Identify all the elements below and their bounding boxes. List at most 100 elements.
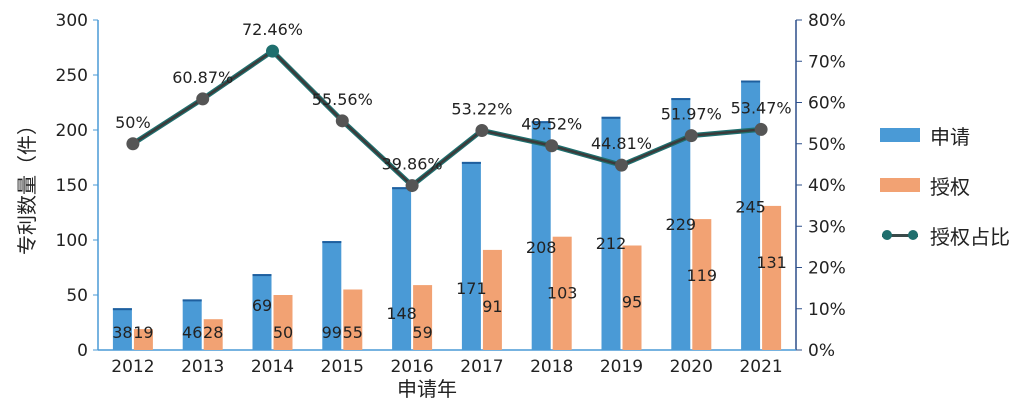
- bar-grants-label: 131: [756, 253, 787, 272]
- bar-applications-cap: [531, 121, 551, 124]
- bar-applications: [741, 80, 761, 350]
- bar-applications: [182, 299, 202, 350]
- bar-grants: [622, 245, 642, 350]
- bar-applications-label: 99: [322, 323, 342, 342]
- bar-applications-label: 229: [666, 215, 697, 234]
- ratio-point-label: 50%: [115, 113, 151, 132]
- bar-grants-label: 50: [273, 323, 293, 342]
- bar-applications-cap: [112, 308, 132, 311]
- bar-applications: [531, 121, 551, 350]
- bar-grants: [413, 285, 433, 350]
- legend-swatch-applications: [880, 128, 920, 142]
- legend-label-grants: 授权: [930, 174, 970, 199]
- x-tick-label: 2013: [181, 357, 224, 377]
- y2-tick-label: 50%: [808, 135, 846, 155]
- ratio-point: [335, 114, 349, 128]
- bar-applications: [601, 116, 621, 350]
- bar-grants: [552, 236, 572, 350]
- x-tick-label: 2015: [321, 357, 364, 377]
- y-tick-label: 0: [77, 341, 88, 361]
- bar-applications-cap: [252, 274, 272, 277]
- bar-applications-label: 171: [456, 279, 487, 298]
- y-tick-label: 200: [56, 121, 88, 141]
- bar-grants: [482, 249, 502, 350]
- bar-applications: [112, 308, 132, 350]
- y-axis-title: 专利数量（件）: [15, 115, 39, 255]
- bar-applications-cap: [322, 241, 342, 244]
- bar-grants: [762, 205, 782, 350]
- bar-applications-label: 38: [112, 323, 132, 342]
- y2-tick-label: 30%: [808, 217, 846, 237]
- y2-tick-label: 60%: [808, 94, 846, 114]
- ratio-point-label: 72.46%: [242, 20, 303, 39]
- ratio-point: [126, 137, 140, 151]
- bar-applications-label: 212: [596, 234, 627, 253]
- bar-applications-label: 148: [386, 304, 417, 323]
- ratio-point-label: 53.47%: [731, 98, 792, 117]
- bar-applications-cap: [741, 80, 761, 83]
- y-tick-label: 50: [66, 286, 88, 306]
- ratio-point-label: 53.22%: [451, 99, 512, 118]
- ratio-point: [545, 139, 559, 153]
- x-tick-label: 2019: [600, 357, 643, 377]
- x-tick-label: 2014: [251, 357, 294, 377]
- bar-applications: [392, 187, 412, 350]
- y-tick-label: 250: [56, 66, 88, 86]
- x-tick-label: 2020: [670, 357, 713, 377]
- ratio-line: [132, 49, 762, 188]
- bar-grants: [273, 295, 293, 350]
- bar-grants: [343, 289, 363, 350]
- legend-item-grants[interactable]: 授权: [880, 170, 970, 200]
- bar-grants-label: 59: [412, 323, 432, 342]
- bar-applications-cap: [461, 161, 481, 164]
- bar-applications-label: 46: [182, 323, 202, 342]
- bar-applications: [252, 274, 272, 350]
- bar-grants: [203, 319, 223, 350]
- x-tick-label: 2021: [739, 357, 782, 377]
- y-tick-label: 300: [56, 11, 88, 31]
- legend-item-grant-ratio[interactable]: 授权占比: [880, 220, 1010, 250]
- x-tick-label: 2012: [111, 357, 154, 377]
- bar-grants-label: 119: [687, 266, 718, 285]
- x-tick-label: 2018: [530, 357, 573, 377]
- legend-item-applications[interactable]: 申请: [880, 120, 970, 150]
- y2-tick-label: 10%: [808, 300, 846, 320]
- ratio-point: [405, 179, 419, 193]
- bar-grants-label: 19: [133, 323, 153, 342]
- x-tick-label: 2016: [390, 357, 433, 377]
- bar-grants-label: 28: [203, 323, 223, 342]
- legend-label-applications: 申请: [930, 124, 970, 149]
- y-tick-label: 150: [56, 176, 88, 196]
- ratio-point-label: 39.86%: [382, 155, 443, 174]
- ratio-point-label: 60.87%: [172, 68, 233, 87]
- y2-tick-label: 80%: [808, 11, 846, 31]
- bar-applications-label: 69: [252, 296, 272, 315]
- bar-applications: [461, 161, 481, 350]
- bar-grants: [692, 219, 712, 350]
- ratio-point: [196, 92, 210, 106]
- y2-tick-label: 70%: [808, 52, 846, 72]
- ratio-point: [615, 158, 628, 172]
- y2-tick-label: 0%: [808, 341, 835, 361]
- bar-grants-label: 95: [622, 293, 642, 312]
- y2-tick-label: 20%: [808, 259, 846, 279]
- legend-swatch-grants: [880, 178, 920, 192]
- ratio-point: [684, 129, 698, 143]
- ratio-point: [754, 122, 768, 136]
- legend-swatch-grant-ratio: [880, 228, 920, 242]
- bar-applications: [322, 241, 342, 350]
- bar-applications-cap: [671, 98, 691, 101]
- y2-tick-label: 40%: [808, 176, 846, 196]
- bar-applications-cap: [182, 299, 202, 302]
- bar-grants-label: 55: [343, 323, 363, 342]
- ratio-point-label: 51.97%: [661, 105, 722, 124]
- bar-applications-cap: [392, 187, 412, 190]
- ratio-point-label: 44.81%: [591, 134, 652, 153]
- ratio-point-label: 55.56%: [312, 90, 373, 109]
- bar-grants: [133, 329, 153, 350]
- x-tick-label: 2017: [460, 357, 503, 377]
- bar-applications-label: 245: [735, 198, 766, 217]
- bar-applications: [671, 98, 691, 350]
- bar-applications-label: 208: [526, 238, 557, 257]
